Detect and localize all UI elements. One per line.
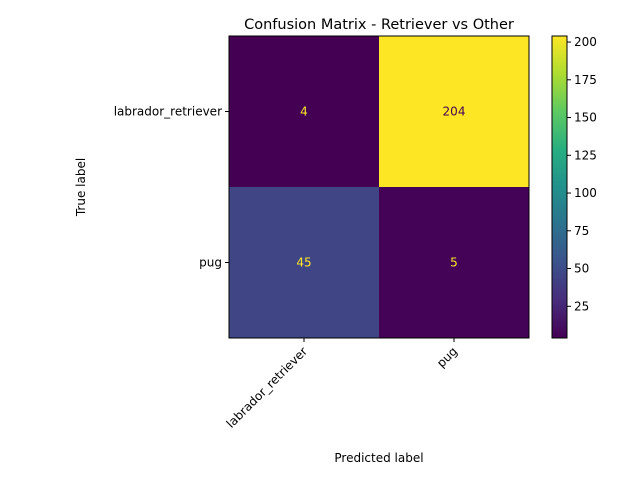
cell-r1-c1 <box>379 187 529 338</box>
y-tick-label: labrador_retriever <box>114 105 222 119</box>
cell-r0-c1 <box>379 36 529 187</box>
x-tick-label: pug <box>434 344 460 370</box>
cell-value-r0-c0: 4 <box>300 105 308 119</box>
cell-value-r1-c1: 5 <box>450 256 458 270</box>
colorbar-tick-label: 50 <box>574 262 589 276</box>
cell-value-r1-c0: 45 <box>296 256 311 270</box>
y-tick-label: pug <box>199 256 222 270</box>
chart-title: Confusion Matrix - Retriever vs Other <box>244 17 514 33</box>
colorbar-tick-label: 75 <box>574 224 589 238</box>
colorbar <box>551 35 568 339</box>
matrix-cells <box>229 36 529 338</box>
matrix-frame <box>228 35 530 339</box>
matrix-cell-labels: 4 204 45 5 <box>296 105 465 270</box>
x-axis-ticks: labrador_retriever pug <box>224 338 460 431</box>
cell-value-r0-c1: 204 <box>443 105 466 119</box>
colorbar-tick-label: 175 <box>574 73 597 87</box>
colorbar-tick-label: 100 <box>574 186 597 200</box>
colorbar-tick-label: 200 <box>574 35 597 49</box>
cell-r1-c0 <box>229 187 379 338</box>
colorbar-tick-label: 25 <box>574 299 589 313</box>
colorbar-tick-label: 125 <box>574 148 597 162</box>
cell-r0-c0 <box>229 36 379 187</box>
x-axis-label: Predicted label <box>334 451 423 465</box>
y-axis-label: True label <box>74 158 88 217</box>
colorbar-tick-label: 150 <box>574 111 597 125</box>
colorbar-ticks: 25 50 75 100 125 150 175 200 <box>567 35 597 313</box>
x-tick-label: labrador_retriever <box>224 344 311 431</box>
